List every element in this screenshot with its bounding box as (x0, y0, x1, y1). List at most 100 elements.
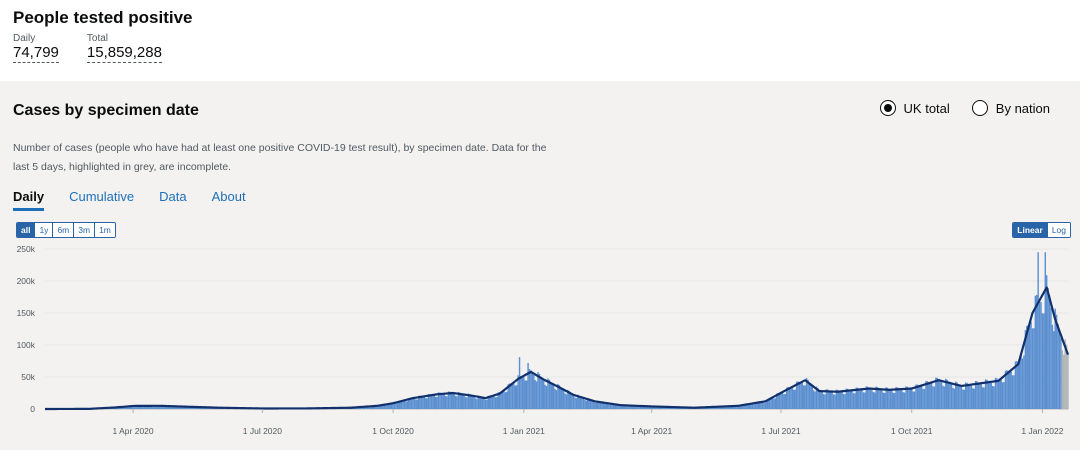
radio-by-nation[interactable]: By nation (971, 100, 1050, 116)
daily-cases-bar (919, 385, 921, 409)
daily-cases-bar (423, 396, 426, 409)
daily-cases-bar (852, 393, 855, 409)
total-value[interactable]: 15,859,288 (86, 44, 162, 63)
daily-cases-bar (545, 386, 548, 409)
x-tick-label: 1 Jul 2020 (243, 426, 282, 436)
daily-cases-bar (487, 395, 490, 409)
scale-linear-button[interactable]: Linear (1013, 223, 1048, 237)
daily-cases-bar (1041, 313, 1044, 409)
range-1y-button[interactable]: 1y (35, 223, 54, 237)
daily-cases-bar (889, 389, 892, 409)
daily-cases-bar (956, 382, 958, 409)
daily-cases-bar (636, 405, 639, 409)
radio-uk-total[interactable]: UK total (879, 100, 950, 116)
daily-cases-bar (811, 386, 813, 409)
daily-cases-bar (982, 387, 984, 409)
daily-cases-bar (1040, 302, 1042, 409)
daily-cases-bar (767, 398, 769, 409)
daily-cases-bar (439, 392, 441, 409)
radio-circle-icon[interactable] (971, 100, 988, 116)
daily-cases-bar (471, 395, 474, 409)
daily-cases-bar (652, 406, 654, 409)
daily-cases-bar (875, 386, 877, 409)
daily-cases-bar (881, 390, 883, 409)
daily-cases-bar (1048, 295, 1051, 409)
daily-cases-bar (1023, 355, 1025, 409)
daily-cases-bar (1055, 314, 1058, 409)
daily-cases-bar (379, 404, 382, 409)
daily-cases-bar (1034, 295, 1037, 409)
daily-cases-bar (830, 391, 832, 409)
y-tick-label: 150k (17, 308, 36, 318)
daily-cases-bar (605, 404, 607, 409)
x-tick-label: 1 Apr 2021 (631, 426, 672, 436)
daily-cases-bar (834, 394, 836, 409)
radio-selected-dot-icon (883, 104, 892, 112)
y-tick-label: 0 (30, 404, 35, 414)
daily-cases-bar (579, 396, 582, 409)
daily-cases-bar (569, 392, 572, 409)
daily-cases-bar (550, 382, 552, 409)
daily-cases-bar (905, 386, 907, 409)
daily-cases-bar (879, 389, 882, 409)
daily-cases-bar (467, 393, 470, 409)
daily-cases-bar (479, 395, 481, 409)
daily-cases-bar (530, 370, 532, 409)
daily-cases-bar (984, 379, 987, 409)
range-3m-button[interactable]: 3m (74, 223, 96, 237)
daily-cases-bar (459, 392, 461, 409)
daily-cases-bar (1021, 358, 1024, 409)
range-6m-button[interactable]: 6m (53, 223, 75, 237)
daily-cases-bar (876, 387, 879, 409)
daily-cases-bar (508, 383, 511, 409)
daily-cases-bar (777, 392, 779, 409)
daily-cases-bar (547, 378, 549, 409)
tab-data[interactable]: Data (159, 189, 187, 204)
daily-cases-bar (763, 402, 765, 409)
tab-cumulative[interactable]: Cumulative (69, 189, 135, 204)
daily-cases-bar (446, 396, 448, 409)
radio-circle-icon[interactable] (879, 100, 896, 116)
daily-cases-bar (128, 406, 130, 409)
daily-cases-bar (429, 394, 431, 409)
range-1m-button[interactable]: 1m (95, 223, 115, 237)
daily-cases-bar (454, 395, 457, 409)
daily-cases-bar (183, 406, 185, 409)
tab-daily[interactable]: Daily (13, 189, 45, 211)
daily-cases-bar (130, 405, 133, 409)
range-all-button[interactable]: all (17, 223, 36, 237)
daily-cases-bar (484, 399, 487, 409)
daily-cases-bar (365, 406, 367, 409)
daily-cases-bar (1065, 344, 1068, 409)
tab-about[interactable]: About (211, 189, 246, 204)
daily-cases-bar (776, 393, 778, 409)
daily-cases-bar (928, 382, 930, 409)
daily-cases-bar (855, 387, 858, 409)
daily-cases-bar (386, 405, 389, 409)
daily-cases-bar (196, 407, 198, 409)
daily-cases-bar (373, 406, 376, 409)
daily-cases-bar (378, 405, 380, 409)
daily-cases-bar (473, 396, 475, 409)
daily-cases-bar (1060, 338, 1062, 409)
daily-cases-bar (872, 392, 875, 409)
daily-cases-bar (771, 397, 774, 409)
daily-cases-bar (409, 397, 411, 409)
seven-day-average-line (45, 286, 1070, 411)
scale-log-button[interactable]: Log (1047, 223, 1070, 237)
daily-cases-bar (453, 393, 455, 409)
daily-cases-bar (449, 391, 451, 409)
daily-cases-bar (368, 406, 370, 409)
daily-cases-bar (393, 403, 396, 409)
daily-cases-bar (936, 377, 938, 409)
daily-cases-bar (1016, 361, 1018, 409)
daily-cases-bar (525, 380, 528, 409)
daily-cases-bar (501, 391, 504, 409)
daily-cases-bar (851, 391, 853, 409)
daily-value[interactable]: 74,799 (13, 44, 59, 63)
y-tick-label: 50k (21, 372, 35, 382)
daily-cases-bar (372, 406, 374, 409)
x-tick-label: 1 Apr 2020 (113, 426, 154, 436)
daily-cases-bar (727, 405, 730, 409)
daily-cases-bar (817, 388, 819, 409)
